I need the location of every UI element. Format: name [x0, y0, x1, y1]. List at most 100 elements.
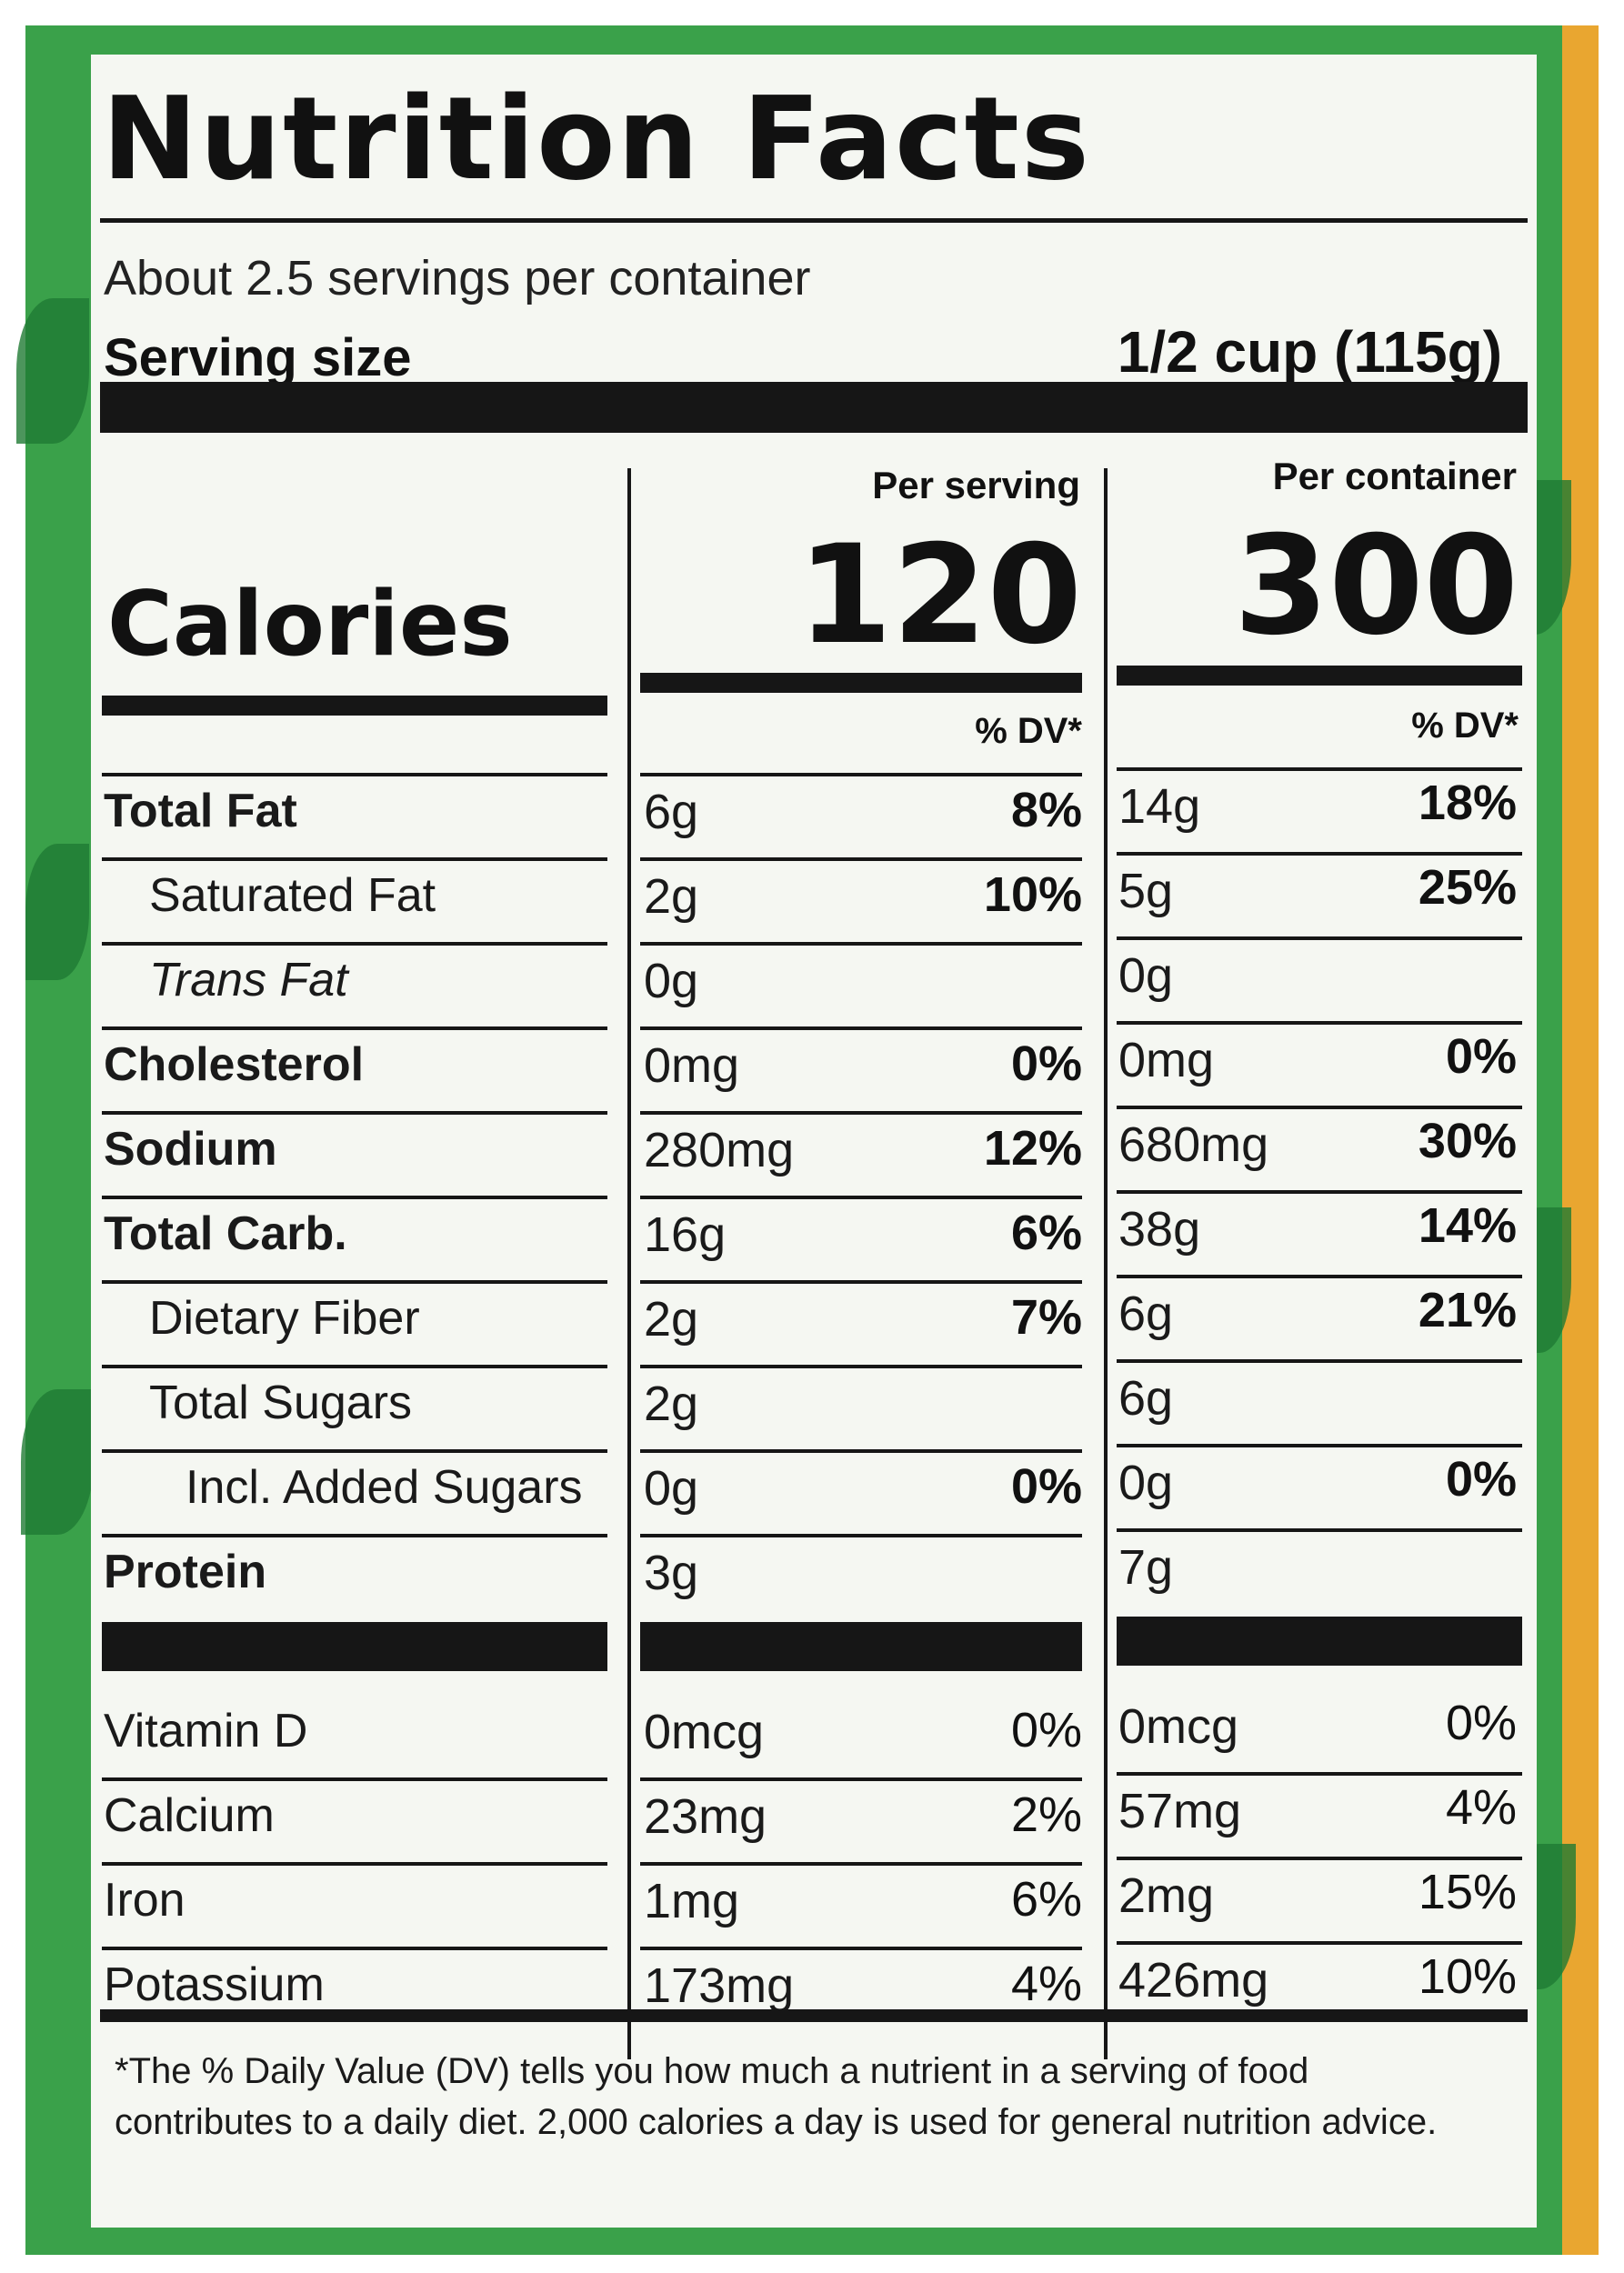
- row-divider: [102, 1534, 607, 1537]
- container-dv: 18%: [1418, 776, 1517, 830]
- calories-label: Calories: [107, 573, 513, 676]
- column-divider: [627, 468, 631, 2059]
- serving-dv: 0%: [1010, 1036, 1082, 1091]
- serving-dv: 12%: [983, 1121, 1082, 1176]
- row-divider: [640, 1280, 1082, 1284]
- servings-per-container: About 2.5 servings per container: [104, 251, 811, 305]
- container-dv: 21%: [1418, 1283, 1517, 1337]
- thick-divider: [100, 382, 1528, 433]
- nutrient-name: Total Fat: [104, 785, 297, 837]
- thick-divider: [1117, 1617, 1522, 1666]
- container-dv: 4%: [1445, 1780, 1517, 1835]
- serving-amount: 0g: [644, 1461, 699, 1516]
- row-divider: [640, 1365, 1082, 1368]
- serving-size-value: 1/2 cup (115g): [1117, 319, 1502, 385]
- serving-amount: 0mcg: [644, 1705, 765, 1759]
- container-amount: 7g: [1118, 1540, 1174, 1595]
- row-divider: [1117, 1190, 1522, 1194]
- row-divider: [1117, 1359, 1522, 1363]
- row-divider: [102, 942, 607, 946]
- nutrient-name: Incl. Added Sugars: [185, 1461, 583, 1514]
- serving-dv: 7%: [1010, 1290, 1082, 1345]
- row-divider: [102, 1026, 607, 1030]
- row-divider: [102, 1111, 607, 1115]
- row-divider: [1117, 1275, 1522, 1278]
- container-amount: 6g: [1118, 1287, 1174, 1341]
- container-amount: 0mcg: [1118, 1699, 1239, 1754]
- row-divider: [102, 1947, 607, 1950]
- nutrient-name: Saturated Fat: [149, 869, 436, 922]
- nutrient-name: Vitamin D: [104, 1705, 308, 1757]
- container-amount: 38g: [1118, 1202, 1201, 1257]
- container-amount: 0mg: [1118, 1033, 1215, 1087]
- serving-dv: 0%: [1010, 1459, 1082, 1514]
- row-divider: [102, 857, 607, 861]
- container-dv: 15%: [1418, 1865, 1517, 1919]
- container-amount: 0g: [1118, 948, 1174, 1003]
- container-amount: 6g: [1118, 1371, 1174, 1426]
- row-divider: [102, 1280, 607, 1284]
- serving-amount: 3g: [644, 1546, 699, 1600]
- nutrient-name: Sodium: [104, 1123, 277, 1176]
- serving-dv: 10%: [983, 867, 1082, 922]
- nutrient-name: Trans Fat: [149, 954, 348, 1006]
- container-dv: 0%: [1445, 1452, 1517, 1507]
- row-divider: [1117, 1444, 1522, 1447]
- row-divider: [640, 1534, 1082, 1537]
- row-divider: [102, 1449, 607, 1453]
- container-amount: 680mg: [1118, 1117, 1269, 1172]
- footnote: *The % Daily Value (DV) tells you how mu…: [115, 2051, 1438, 2142]
- row-divider: [640, 942, 1082, 946]
- serving-dv: 4%: [1010, 1957, 1082, 2011]
- row-divider: [1117, 1772, 1522, 1776]
- thick-divider: [1117, 666, 1522, 686]
- row-divider: [640, 1111, 1082, 1115]
- serving-dv: 6%: [1010, 1872, 1082, 1927]
- row-divider: [1117, 767, 1522, 771]
- nutrient-name: Protein: [104, 1546, 267, 1598]
- serving-amount: 2g: [644, 1292, 699, 1347]
- calories-per-serving: 120: [797, 516, 1082, 675]
- row-divider: [640, 1026, 1082, 1030]
- container-dv: 25%: [1418, 860, 1517, 915]
- container-amount: 57mg: [1118, 1784, 1242, 1838]
- column-divider: [1104, 468, 1108, 2059]
- serving-amount: 2g: [644, 1377, 699, 1431]
- nutrient-name: Calcium: [104, 1789, 275, 1842]
- container-dv: 14%: [1418, 1198, 1517, 1253]
- container-dv: 10%: [1418, 1949, 1517, 2004]
- thick-divider: [640, 673, 1082, 693]
- serving-amount: 1mg: [644, 1874, 740, 1928]
- serving-amount: 173mg: [644, 1958, 795, 2013]
- container-dv: 30%: [1418, 1114, 1517, 1168]
- serving-amount: 280mg: [644, 1123, 795, 1177]
- thick-divider: [102, 1622, 607, 1671]
- divider: [100, 218, 1528, 223]
- row-divider: [640, 1777, 1082, 1781]
- row-divider: [640, 1196, 1082, 1199]
- row-divider: [640, 1862, 1082, 1866]
- per-serving-label: Per serving: [872, 464, 1080, 506]
- container-dv: 0%: [1445, 1696, 1517, 1750]
- row-divider: [1117, 936, 1522, 940]
- serving-amount: 2g: [644, 869, 699, 924]
- nutrient-name: Potassium: [104, 1958, 325, 2011]
- nutrient-name: Cholesterol: [104, 1038, 365, 1091]
- container-amount: 2mg: [1118, 1868, 1215, 1923]
- row-divider: [640, 857, 1082, 861]
- row-divider: [640, 1947, 1082, 1950]
- label-title: Nutrition Facts: [102, 72, 1091, 205]
- serving-amount: 6g: [644, 785, 699, 839]
- thick-divider: [100, 2009, 1528, 2022]
- serving-dv: 6%: [1010, 1206, 1082, 1260]
- leaf-decoration: [21, 1389, 94, 1535]
- leaf-decoration: [25, 844, 89, 980]
- row-divider: [1117, 1528, 1522, 1532]
- serving-dv: 2%: [1010, 1787, 1082, 1842]
- row-divider: [1117, 852, 1522, 856]
- row-divider: [102, 1196, 607, 1199]
- row-divider: [102, 1365, 607, 1368]
- serving-amount: 0g: [644, 954, 699, 1008]
- serving-size-label: Serving size: [104, 328, 412, 387]
- serving-dv: 0%: [1010, 1703, 1082, 1757]
